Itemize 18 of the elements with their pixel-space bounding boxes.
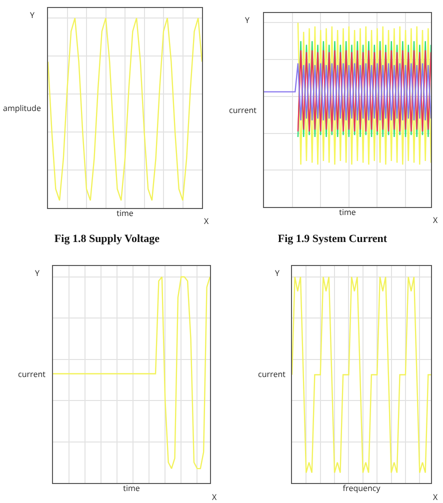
text: X (212, 492, 217, 503)
y-axis-title: current (229, 105, 257, 116)
text: X (433, 492, 438, 503)
x-axis-title: frequency (342, 483, 382, 494)
text: Y (35, 268, 40, 279)
text: Y (245, 15, 250, 26)
y-axis-title: amplitude (3, 103, 42, 114)
x-axis-title: time (116, 208, 134, 220)
text: X (204, 216, 209, 227)
x-axis-title: time (339, 207, 356, 218)
y-axis-title: current (258, 369, 286, 380)
text: Fig 1.9 System Current (276, 233, 388, 245)
text: X (433, 215, 438, 226)
text: Y (275, 268, 280, 279)
text: Y (30, 10, 35, 21)
x-axis-title: time (123, 483, 140, 494)
y-axis-title: current (18, 369, 46, 380)
text: Fig 1.8 Supply Voltage (53, 233, 161, 245)
